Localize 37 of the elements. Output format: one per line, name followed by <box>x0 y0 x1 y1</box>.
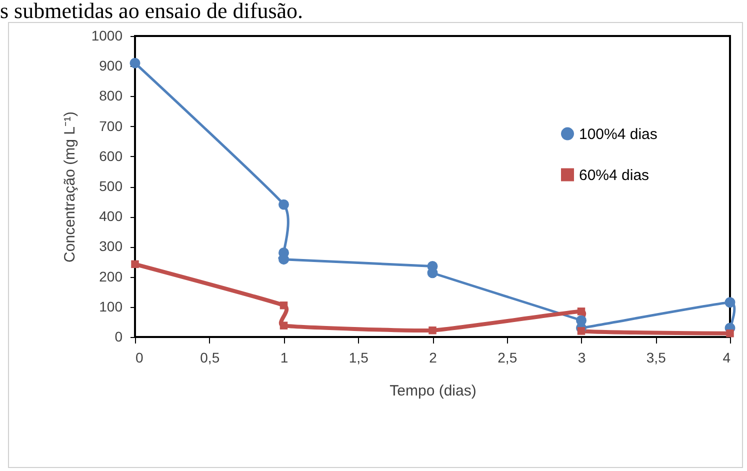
legend-label: 100%4 dias <box>579 126 658 143</box>
point <box>130 58 140 68</box>
y-tick-label: 900 <box>99 58 123 74</box>
x-tick-label: 0 <box>136 350 144 366</box>
text: s submetidas ao ensaio de difusão. <box>0 0 304 23</box>
point <box>577 308 586 316</box>
y-tick-label: 600 <box>99 148 123 164</box>
y-axis-title: Concentração (mg L⁻¹) <box>61 112 78 262</box>
legend-label: 60%4 dias <box>579 166 650 184</box>
y-tick-label: 0 <box>114 328 123 344</box>
y-tick-label: 100 <box>99 298 123 314</box>
x-tick-label: 1,5 <box>348 350 369 366</box>
y-tick-label: 400 <box>99 208 123 224</box>
x-tick-label: 1 <box>280 350 288 366</box>
x-tick-label: 3,5 <box>646 350 666 366</box>
point <box>427 268 438 278</box>
x-tick-label: 3 <box>578 350 586 366</box>
y-tick-label: 700 <box>99 118 123 134</box>
point <box>577 327 586 335</box>
point <box>131 260 139 268</box>
point <box>280 302 288 310</box>
x-tick-label: 2 <box>429 350 438 366</box>
point <box>428 326 436 334</box>
y-tick-label: 200 <box>99 268 123 284</box>
point <box>278 199 289 210</box>
y-tick-label: 300 <box>99 238 123 254</box>
x-tick-label: 2,5 <box>498 350 518 366</box>
x-axis-title: Tempo (dias) <box>390 382 476 400</box>
point <box>726 330 734 338</box>
x-tick-label: 4 <box>722 350 731 366</box>
y-tick-label: 800 <box>99 88 123 104</box>
y-tick-label: 1000 <box>91 28 123 44</box>
y-tick-label: 500 <box>99 178 123 194</box>
x-tick-label: 0,5 <box>200 350 220 366</box>
point <box>724 297 736 308</box>
point <box>280 322 288 330</box>
point <box>278 254 289 265</box>
